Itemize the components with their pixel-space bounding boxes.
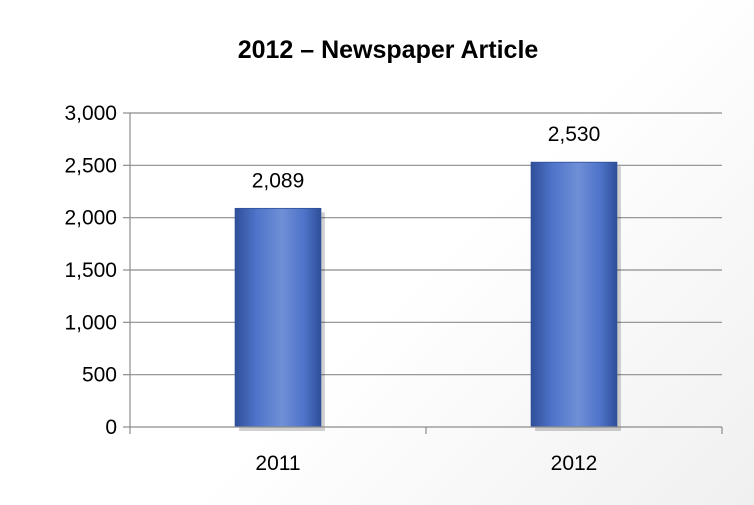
bars: [234, 161, 621, 431]
axes: [123, 112, 723, 434]
labels: 0 500 1,000 1,500 2,000 2,500 3,000 2011 2,089 20…: [64, 102, 600, 475]
x-tick-label: 2012: [551, 452, 598, 475]
data-label: 2,530: [548, 123, 601, 146]
chart-title: 2012 – Newspaper Article: [238, 36, 539, 64]
y-tick-label: 3,000: [64, 102, 117, 125]
data-label: 2,089: [252, 169, 305, 192]
gridlines: [130, 112, 722, 376]
y-tick-label: 1,000: [64, 311, 117, 334]
y-tick-label: 2,500: [64, 154, 117, 177]
y-tick-label: 500: [82, 364, 117, 387]
y-tick-label: 0: [105, 416, 117, 439]
y-tick-label: 1,500: [64, 259, 117, 282]
y-tick-label: 2,000: [64, 207, 117, 230]
x-tick-label: 2011: [255, 452, 300, 475]
bar-2011: [234, 207, 322, 428]
bar-2012: [530, 161, 618, 428]
